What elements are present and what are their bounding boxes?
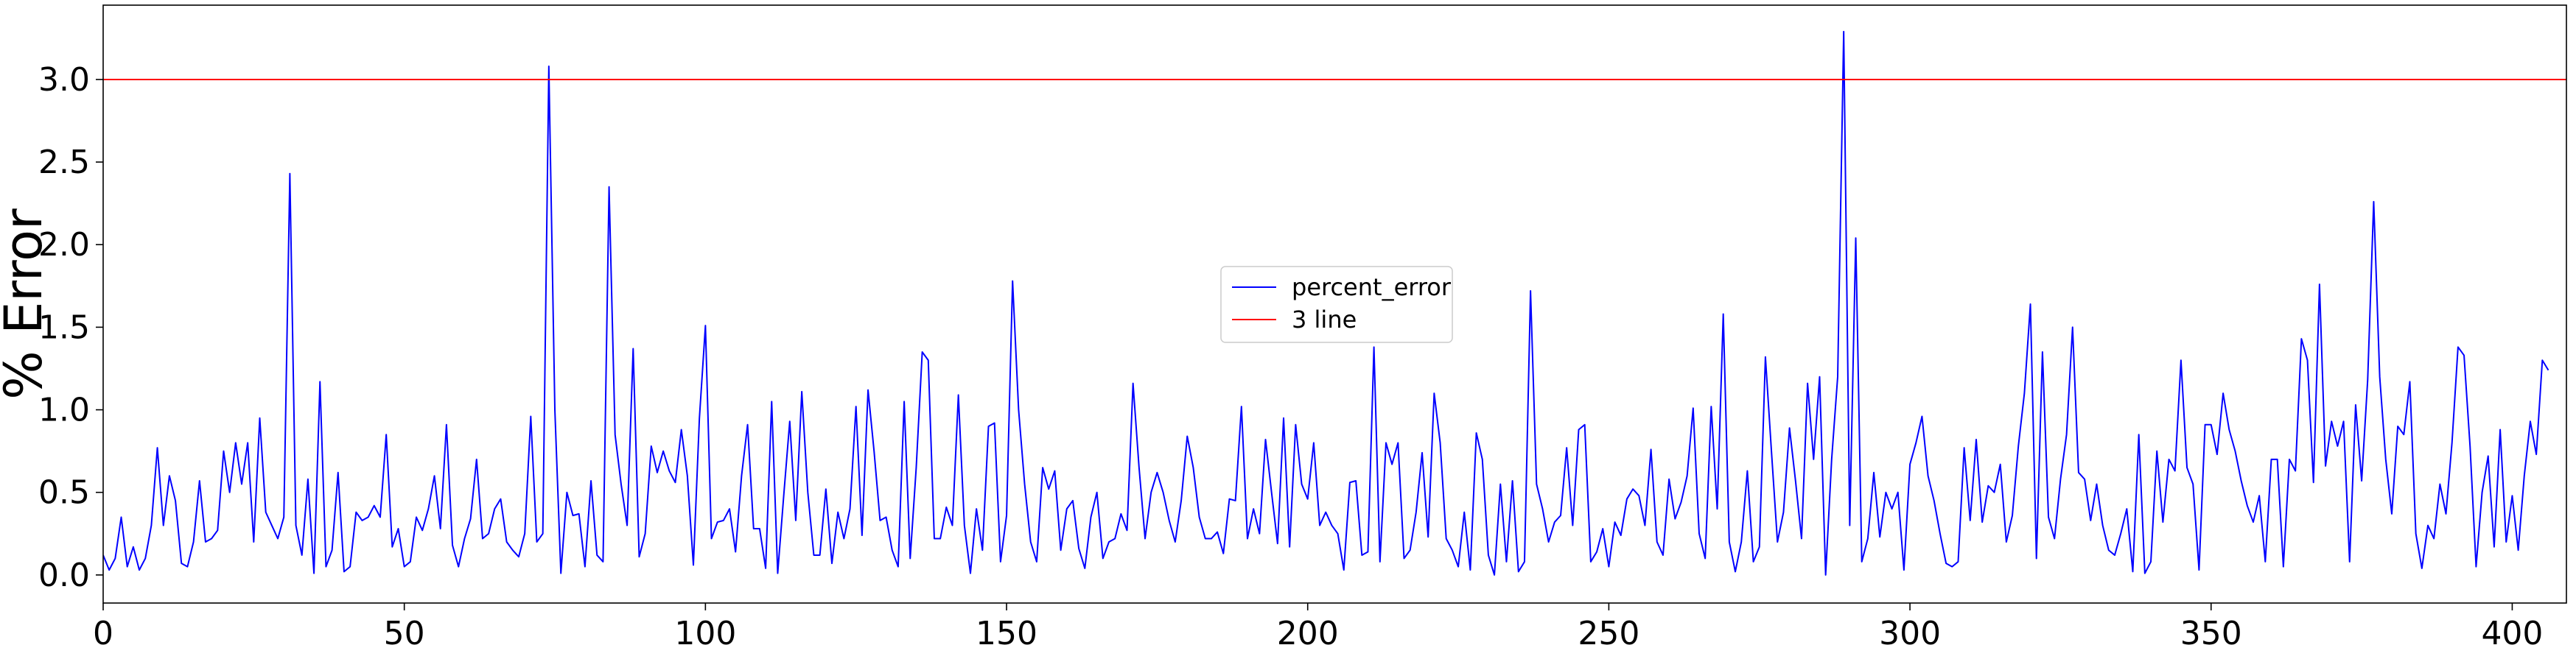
x-tick-label: 200 [1277, 615, 1339, 645]
y-tick-label: 1.0 [38, 392, 90, 429]
y-tick-label: 1.5 [38, 309, 90, 346]
x-tick-label: 150 [976, 615, 1037, 645]
legend-label-percent-error: percent_error [1292, 273, 1452, 301]
legend-label-3-line: 3 line [1292, 306, 1357, 334]
x-tick-label: 300 [1879, 615, 1941, 645]
y-tick-label: 0.0 [38, 557, 90, 594]
x-tick-label: 50 [384, 615, 425, 645]
y-tick-label: 2.0 [38, 226, 90, 264]
x-tick-label: 100 [674, 615, 736, 645]
series-line-percent-error [103, 30, 2549, 576]
y-tick-label: 2.5 [38, 144, 90, 181]
x-tick-label: 400 [2481, 615, 2543, 645]
legend: percent_error 3 line [1220, 266, 1453, 343]
x-tick-label: 350 [2180, 615, 2242, 645]
y-tick-label: 3.0 [38, 61, 90, 99]
x-tick-label: 0 [93, 615, 113, 645]
plot-frame [102, 4, 2567, 604]
legend-box [1220, 266, 1453, 343]
y-axis-title: % Error [0, 208, 54, 400]
y-tick-label: 0.5 [38, 474, 90, 512]
x-tick-label: 250 [1578, 615, 1639, 645]
